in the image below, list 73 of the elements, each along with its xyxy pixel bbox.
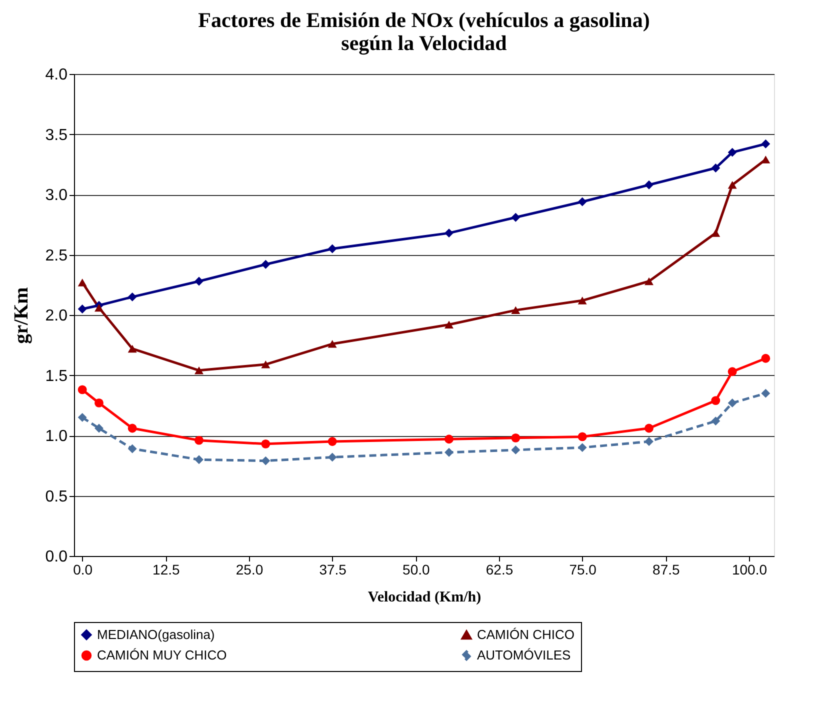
point — [578, 443, 587, 452]
point — [511, 445, 520, 454]
x-tick-label: 0.0 — [73, 562, 93, 578]
legend-label: CAMIÓN CHICO — [477, 627, 574, 642]
point — [261, 439, 270, 448]
point — [728, 398, 737, 408]
point — [128, 292, 137, 302]
x-tick-label: 75.0 — [569, 562, 597, 578]
point — [728, 180, 737, 189]
point — [578, 432, 587, 442]
point — [728, 367, 737, 376]
chart-title: Factores de Emisión de NOx (vehículos a gasolina) según la Velocidad — [198, 8, 650, 55]
point — [444, 228, 454, 238]
point — [644, 277, 654, 286]
y-tick-label: 1.5 — [45, 368, 68, 385]
point — [128, 444, 137, 454]
y-tick-label: 0.5 — [45, 488, 68, 506]
point — [711, 164, 720, 172]
point — [261, 360, 270, 368]
point — [328, 244, 337, 254]
y-tick-label: 3.0 — [45, 187, 68, 204]
point — [194, 276, 204, 286]
point — [261, 260, 270, 269]
point — [644, 437, 654, 446]
point — [94, 424, 104, 433]
y-tick-label: 4.0 — [45, 66, 68, 84]
point — [194, 436, 204, 445]
y-tick-label: 3.5 — [45, 126, 68, 144]
legend-label: CAMIÓN MUY CHICO — [97, 648, 227, 662]
point — [128, 344, 137, 353]
point — [194, 455, 204, 464]
x-tick-label: 37.5 — [319, 562, 347, 578]
x-tick-label: 50.0 — [402, 562, 430, 578]
point — [578, 296, 587, 304]
x-tick-label: 87.5 — [652, 562, 680, 578]
y-axis-title: gr/Km — [10, 286, 32, 344]
point — [711, 416, 720, 426]
point — [444, 320, 454, 329]
point — [511, 212, 520, 222]
point — [761, 354, 770, 363]
point — [444, 448, 454, 457]
point — [78, 278, 87, 286]
point — [78, 385, 87, 394]
point — [194, 366, 204, 374]
point — [78, 412, 87, 422]
legend-label: MEDIANO(gasolina) — [97, 626, 215, 642]
point — [511, 306, 520, 314]
legend-label: AUTOMÓVILES — [477, 648, 571, 662]
point — [644, 180, 654, 190]
point — [644, 424, 654, 433]
y-tick-label: 0.0 — [45, 548, 68, 566]
x-axis-title: Velocidad (Km/h) — [368, 590, 482, 606]
y-tick-label: 2.5 — [45, 247, 68, 264]
x-tick-label: 12.5 — [152, 562, 180, 578]
point — [578, 197, 587, 206]
point — [511, 433, 520, 442]
point — [328, 437, 337, 446]
y-tick-label: 1.0 — [45, 428, 68, 445]
point — [328, 452, 337, 462]
point — [761, 139, 770, 148]
y-tick-label: 2.0 — [45, 308, 68, 324]
x-tick-label: 25.0 — [236, 562, 264, 578]
point — [94, 304, 104, 312]
point — [444, 434, 454, 444]
x-tick-label: 62.5 — [486, 562, 514, 578]
point — [94, 398, 104, 408]
point — [711, 396, 720, 406]
point — [761, 388, 770, 398]
point — [328, 340, 337, 348]
point — [128, 424, 137, 433]
point — [728, 148, 737, 157]
x-tick-label: 100.0 — [732, 562, 768, 578]
point — [78, 304, 87, 314]
